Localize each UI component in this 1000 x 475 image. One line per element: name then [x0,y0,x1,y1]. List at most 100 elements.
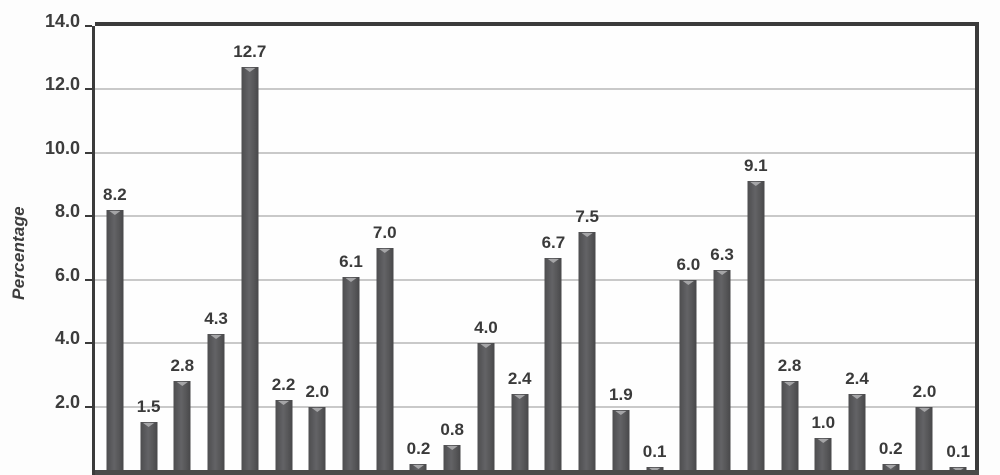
bar-top-highlight [210,335,222,339]
bar-slot: 6.0 [671,26,705,470]
bar-value-label: 2.8 [170,356,195,375]
plot-area: 8.2 1.5 2.8 4.3 12.7 2.2 2.0 6.1 7.0 0.2 0.8 4.0 2.4… [85,22,979,475]
bar [342,277,360,470]
bar-value-label: 7.5 [575,207,599,226]
bar-value-label: 2.4 [507,369,532,388]
bar-value-label: 1.5 [136,397,161,416]
bar-top-highlight [379,249,391,253]
bar-slot: 8.2 [98,26,132,470]
bar-top-highlight [716,271,728,275]
bar-top-highlight [615,411,627,415]
bar-slot: 6.7 [537,26,571,470]
bar-slot: 7.5 [570,26,604,470]
bar-top-highlight [784,382,796,386]
bar-slot: 1.0 [806,26,840,470]
y-tick-mark [85,215,92,218]
y-tick-mark [85,88,92,91]
bar-top-highlight [514,395,526,399]
y-axis-line [92,26,95,475]
bar [578,232,596,470]
bar-top-highlight [176,382,188,386]
bar-slot: 0.8 [435,26,469,470]
y-tick-label: 12.0 [44,74,80,95]
bar-slot: 1.9 [604,26,638,470]
bar-top-highlight [412,465,424,469]
bar-top-highlight [278,401,290,405]
bar-slot: 0.2 [874,26,908,470]
bar-slot: 7.0 [368,26,402,470]
bar [140,422,158,470]
bar [173,381,191,470]
bar [207,334,225,470]
bar-top-highlight [682,281,694,285]
bar-value-label: 0.1 [946,442,971,461]
bar-slot: 1.5 [132,26,166,470]
bar-value-label: 6.7 [541,233,566,252]
bar-value-label: 6.3 [710,245,734,264]
y-tick-mark [85,278,92,281]
y-tick-label: 6.0 [54,264,80,285]
bar-value-label: 9.1 [743,156,768,175]
bar-value-label: 6.0 [676,255,701,274]
gridline [95,278,975,281]
bar-top-highlight [143,423,155,427]
bar-slot: 2.0 [300,26,334,470]
gridline [95,215,975,218]
bar-slot: 6.1 [334,26,368,470]
bar-slot: 0.1 [941,26,975,470]
bar [275,400,293,470]
gridline [95,151,975,154]
bar-top-highlight [244,68,256,72]
bar-slot: 4.0 [469,26,503,470]
bar-slot: 6.3 [705,26,739,470]
y-tick-label: 8.0 [54,201,80,222]
bar-top-highlight [311,408,323,412]
bar-value-label: 2.4 [845,369,869,388]
y-tick-mark [85,405,92,408]
bar [781,381,799,470]
y-tick-label: 4.0 [54,328,80,349]
bar-slot: 2.2 [267,26,301,470]
x-axis-line [95,470,979,475]
bar-top-highlight [345,278,357,282]
bar-value-label: 0.8 [440,420,465,439]
bar-value-label: 0.2 [878,439,903,458]
y-tick-label: 10.0 [44,137,80,158]
bar-value-label: 8.2 [103,185,127,204]
bar [106,210,124,470]
bar-top-highlight [581,233,593,237]
bar-slot: 12.7 [233,26,267,470]
bar-value-label: 7.0 [372,223,397,242]
bar-value-label: 12.7 [233,42,267,61]
bar [814,438,832,470]
y-tick-label: 14.0 [44,11,80,31]
bar-value-label: 2.0 [912,382,937,401]
gridline [95,88,975,91]
bar [679,280,697,470]
y-tick-label: 2.0 [54,391,80,412]
bar-slot: 4.3 [199,26,233,470]
gridline [95,405,975,408]
bar-slot: 0.1 [638,26,672,470]
bar [612,410,630,470]
bar-top-highlight [649,468,661,470]
bar-top-highlight [480,344,492,348]
bar [241,67,259,470]
bar-slot: 2.4 [840,26,874,470]
bar-value-label: 4.0 [474,318,498,337]
y-tick-mark [85,342,92,345]
bar-top-highlight [885,465,897,469]
bar-top-highlight [817,439,829,443]
bar-value-label: 4.3 [204,309,228,328]
bar-top-highlight [851,395,863,399]
bar-value-label: 0.1 [642,442,667,461]
bar [747,181,765,470]
bar [848,394,866,470]
bar [882,464,900,470]
bar-slot: 2.8 [165,26,199,470]
bar-slot: 9.1 [739,26,773,470]
y-tick-mark [85,151,92,154]
bar-value-label: 2.0 [305,382,330,401]
bar-slot: 0.2 [402,26,436,470]
